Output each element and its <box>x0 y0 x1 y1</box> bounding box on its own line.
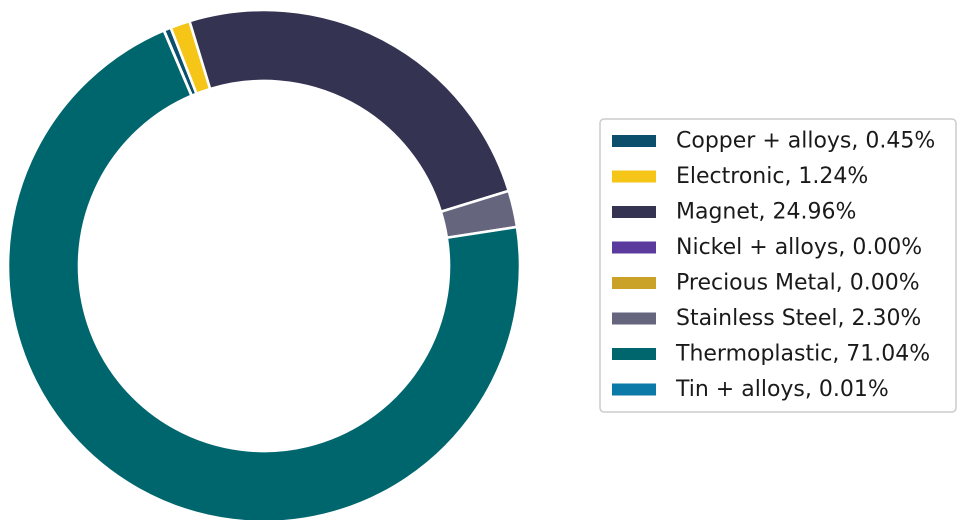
slice-thermoplastic <box>6 29 522 520</box>
legend-item-precious-metal: Precious Metal, 0.00% <box>612 271 920 296</box>
legend-swatch <box>612 170 656 183</box>
legend-label: Nickel + alloys, 0.00% <box>676 235 922 260</box>
legend-item-nickel-alloys: Nickel + alloys, 0.00% <box>612 235 922 260</box>
legend-box <box>599 118 957 413</box>
legend-label: Electronic, 1.24% <box>676 164 868 189</box>
legend-label: Thermoplastic, 71.04% <box>675 342 930 367</box>
legend: Copper + alloys, 0.45% Electronic, 1.24% M… <box>599 118 957 413</box>
legend-swatch <box>612 312 656 325</box>
legend-swatch <box>612 241 656 254</box>
legend-item-electronic: Electronic, 1.24% <box>612 164 868 189</box>
legend-label: Precious Metal, 0.00% <box>676 271 920 296</box>
legend-swatch <box>612 206 656 218</box>
legend-label: Tin + alloys, 0.01% <box>675 377 889 402</box>
legend-item-thermoplastic: Thermoplastic, 71.04% <box>612 342 930 367</box>
slice-tin-alloys <box>162 29 194 98</box>
legend-item-magnet: Magnet, 24.96% <box>612 200 856 225</box>
legend-swatch <box>612 277 656 289</box>
donut-slices <box>6 8 522 520</box>
legend-item-tin-alloys: Tin + alloys, 0.01% <box>612 377 889 402</box>
legend-item-copper-alloys: Copper + alloys, 0.45% <box>612 129 935 154</box>
legend-label: Copper + alloys, 0.45% <box>676 129 935 154</box>
legend-swatch <box>612 135 656 147</box>
legend-items: Copper + alloys, 0.45% Electronic, 1.24% M… <box>612 129 935 402</box>
legend-swatch <box>612 348 656 360</box>
legend-label: Stainless Steel, 2.30% <box>676 306 921 331</box>
legend-swatch <box>612 383 656 396</box>
legend-item-stainless-steel: Stainless Steel, 2.30% <box>612 306 921 331</box>
legend-label: Magnet, 24.96% <box>676 200 856 225</box>
slice-magnet <box>188 8 511 214</box>
